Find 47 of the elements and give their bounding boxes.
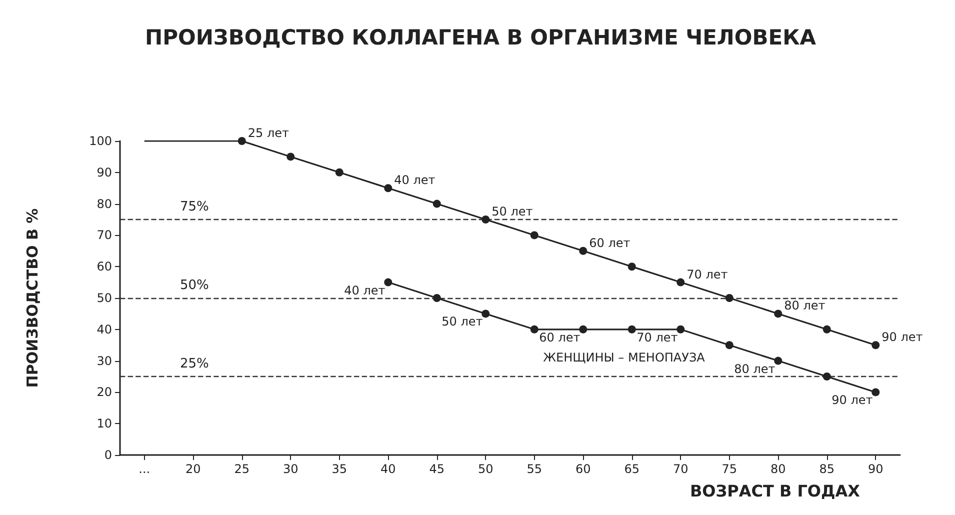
x-tick-label: 35 bbox=[332, 462, 348, 476]
y-tick-label: 60 bbox=[96, 260, 112, 274]
ref-line-label: 50% bbox=[180, 278, 209, 293]
y-axis-title: ПРОИЗВОДСТВО В % bbox=[24, 208, 42, 388]
x-tick-label: 85 bbox=[819, 462, 835, 476]
annotation: 40 лет bbox=[344, 283, 386, 298]
x-tick-label: 50 bbox=[478, 462, 494, 476]
annotation: 80 лет bbox=[784, 298, 826, 313]
x-tick-label: 55 bbox=[526, 462, 542, 476]
series-label: ЖЕНЩИНЫ – МЕНОПАУЗА bbox=[543, 350, 706, 364]
annotation: 70 лет bbox=[636, 330, 678, 344]
x-tick-label: 40 bbox=[380, 462, 396, 476]
annotation: 80 лет bbox=[734, 362, 776, 376]
annotation: 50 лет bbox=[492, 204, 533, 218]
annotation: 90 лет bbox=[882, 330, 923, 344]
y-tick-label: 80 bbox=[96, 196, 112, 211]
ref-line-label: 25% bbox=[180, 356, 209, 372]
y-tick-label: 0 bbox=[104, 448, 112, 462]
x-tick-label: 30 bbox=[282, 462, 298, 476]
x-tick-label: 80 bbox=[770, 462, 786, 476]
annotation: 50 лет bbox=[442, 314, 483, 329]
annotation: 60 лет bbox=[539, 330, 580, 344]
x-tick-label: 20 bbox=[185, 462, 201, 476]
annotation: 70 лет bbox=[686, 267, 728, 282]
y-tick-label: 50 bbox=[96, 291, 112, 305]
annotation: 40 лет bbox=[394, 173, 436, 188]
x-tick-label: 60 bbox=[575, 462, 591, 476]
annotation: 90 лет bbox=[832, 393, 873, 408]
annotation: 60 лет bbox=[589, 236, 630, 250]
y-tick-label: 30 bbox=[96, 354, 112, 368]
x-tick-label: 65 bbox=[624, 462, 640, 476]
y-tick-label: 90 bbox=[96, 165, 112, 180]
x-axis-title: ВОЗРАСТ В ГОДАХ bbox=[690, 482, 861, 500]
x-tick-label: 90 bbox=[868, 462, 884, 476]
chart-title: ПРОИЗВОДСТВО КОЛЛАГЕНА В ОРГАНИЗМЕ ЧЕЛОВЕКА bbox=[145, 26, 817, 50]
x-tick-label: 75 bbox=[722, 462, 738, 476]
y-tick-label: 40 bbox=[96, 322, 112, 336]
annotation: 25 лет bbox=[248, 126, 290, 140]
x-tick-label: ... bbox=[138, 462, 150, 476]
y-tick-label: 100 bbox=[89, 134, 112, 148]
x-tick-label: 25 bbox=[234, 462, 250, 476]
ref-line-label: 75% bbox=[180, 200, 209, 214]
y-tick-label: 10 bbox=[96, 416, 112, 431]
y-tick-label: 20 bbox=[96, 385, 112, 400]
y-tick-label: 70 bbox=[96, 228, 112, 242]
x-tick-label: 70 bbox=[672, 462, 688, 476]
x-tick-label: 45 bbox=[429, 462, 445, 476]
